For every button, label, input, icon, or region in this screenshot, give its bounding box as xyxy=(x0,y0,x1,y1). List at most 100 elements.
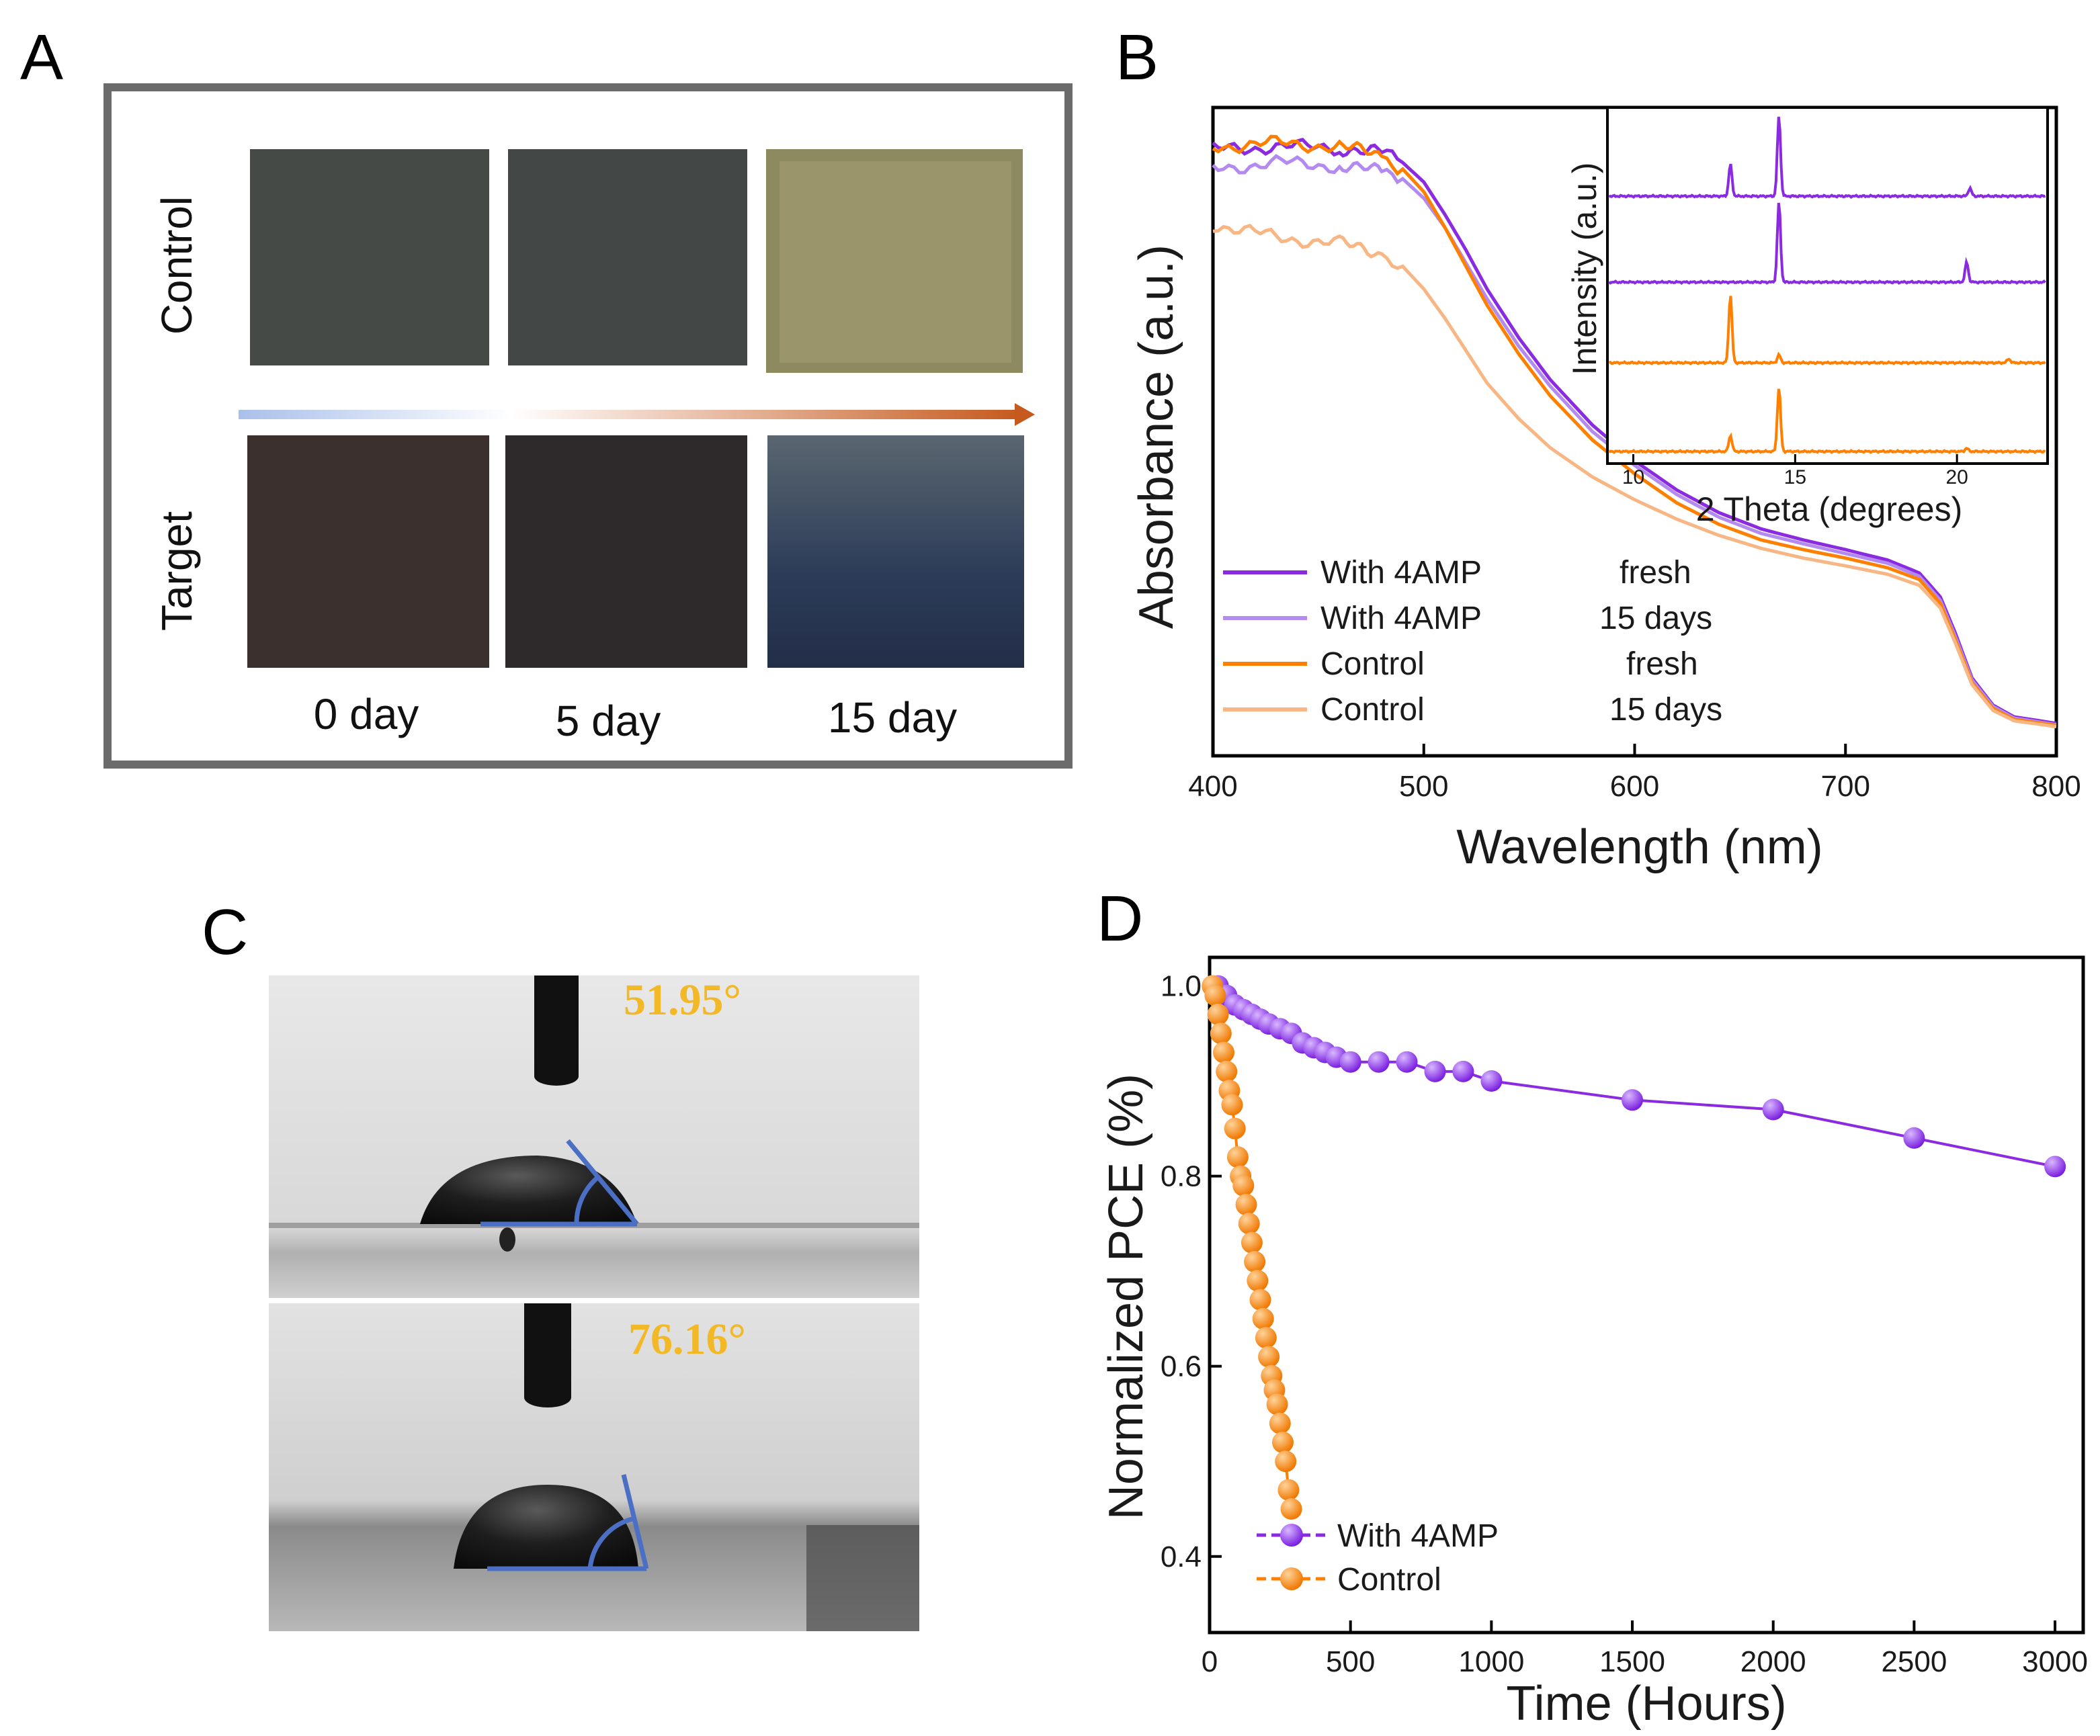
panel-c-letter: C xyxy=(202,896,248,968)
pce-point-1 xyxy=(1247,1270,1269,1292)
pce-point-1 xyxy=(1249,1289,1271,1311)
abs-x-tick-label: 800 xyxy=(2031,770,2081,803)
xrd-x-label: 2 Theta (degrees) xyxy=(1696,490,1963,528)
pce-point-1 xyxy=(1252,1307,1274,1330)
target-sample-0-day xyxy=(247,435,489,668)
abs-x-tick-label: 600 xyxy=(1610,770,1659,803)
pce-point-1 xyxy=(1275,1450,1297,1473)
control-sample-0-day xyxy=(250,149,489,365)
pce-legend: With 4AMP Control xyxy=(1257,1518,1499,1598)
pce-point-0 xyxy=(1762,1098,1784,1121)
panel-a-frame xyxy=(103,83,1073,769)
pce-point-0 xyxy=(1339,1051,1361,1073)
pce-x-tick-label: 1000 xyxy=(1458,1645,1524,1678)
pce-point-1 xyxy=(1272,1431,1294,1453)
pce-point-1 xyxy=(1244,1251,1266,1272)
xrd-x-tick-label: 10 xyxy=(1622,466,1644,488)
droplet-bottom xyxy=(454,1485,638,1569)
legend-label-0: With 4AMP xyxy=(1320,555,1482,591)
xrd-pattern-3 xyxy=(1608,388,2046,454)
pce-x-tick-label: 1500 xyxy=(1599,1645,1665,1678)
legend-marker-control xyxy=(1280,1567,1303,1590)
pce-x-tick-label: 0 xyxy=(1202,1645,1218,1678)
pce-point-0 xyxy=(1424,1060,1446,1082)
time-arrow xyxy=(239,403,1035,426)
absorbance-legend: With 4AMP With 4AMP Control Control fres… xyxy=(1223,555,1722,728)
pce-point-1 xyxy=(1269,1412,1291,1434)
pce-point-1 xyxy=(1210,1023,1232,1045)
absorbance-series-1 xyxy=(1212,154,2057,727)
xrd-x-tick-label: 15 xyxy=(1784,466,1806,488)
pce-point-1 xyxy=(1213,1041,1234,1064)
pce-x-tick-label: 2000 xyxy=(1740,1645,1806,1678)
absorbance-series-2 xyxy=(1212,134,2057,728)
pce-point-1 xyxy=(1255,1327,1277,1349)
legend-label-1: With 4AMP xyxy=(1320,601,1482,636)
panel-a: A Control Target 0 day 5 day 15 day xyxy=(20,21,1073,769)
pce-line-0 xyxy=(1217,985,2056,1168)
pce-point-1 xyxy=(1235,1194,1257,1215)
pce-point-0 xyxy=(1396,1051,1418,1073)
day-label-15: 15 day xyxy=(828,693,957,742)
xrd-patterns xyxy=(1608,116,2046,454)
legend-state-1: 15 days xyxy=(1599,601,1712,636)
control-15-day-degradation xyxy=(780,161,1011,363)
row-label-target: Target xyxy=(153,511,201,631)
absorbance-series-0 xyxy=(1212,138,2057,726)
legend-marker-with4amp xyxy=(1280,1524,1303,1547)
contact-angle-bottom: 76.16° xyxy=(628,1315,746,1364)
pce-point-1 xyxy=(1226,1146,1249,1168)
pce-x-label: Time (Hours) xyxy=(1506,1677,1786,1731)
contact-angle-photo-top xyxy=(269,975,919,1298)
pce-point-0 xyxy=(1368,1051,1390,1073)
pce-y-tick-label: 0.4 xyxy=(1161,1540,1202,1573)
droplet-top xyxy=(420,1156,637,1224)
xrd-inset: 10 15 20 2 Theta (degrees) Intensity (a.u.… xyxy=(1566,106,2049,528)
pce-point-1 xyxy=(1241,1231,1263,1254)
panel-d-letter: D xyxy=(1097,883,1143,955)
xrd-inset-frame xyxy=(1606,106,2049,465)
pce-y-tick-label: 0.6 xyxy=(1161,1350,1202,1383)
pce-point-1 xyxy=(1266,1393,1288,1416)
pce-point-1 xyxy=(1221,1094,1243,1116)
pce-plot-frame xyxy=(1208,955,2085,1635)
legend-state-3: 15 days xyxy=(1609,692,1722,728)
xrd-x-ticks: 10 15 20 xyxy=(1622,454,1968,488)
panel-b-letter: B xyxy=(1116,21,1159,93)
xrd-pattern-0 xyxy=(1608,116,2046,199)
pce-point-1 xyxy=(1238,1213,1260,1235)
day-label-5: 5 day xyxy=(556,697,661,745)
pce-point-0 xyxy=(1480,1070,1503,1092)
pce-legend-label-0: With 4AMP xyxy=(1337,1518,1499,1554)
absorbance-y-label: Absorbance (a.u.) xyxy=(1130,245,1183,629)
absorbance-x-label: Wavelength (nm) xyxy=(1456,820,1823,874)
pce-point-1 xyxy=(1258,1346,1280,1368)
pce-x-tick-label: 3000 xyxy=(2022,1645,2088,1678)
pce-y-label: Normalized PCE (%) xyxy=(1099,1074,1153,1520)
pce-point-1 xyxy=(1224,1117,1246,1139)
xrd-x-tick-label: 20 xyxy=(1945,466,1968,488)
pce-x-tick-label: 500 xyxy=(1326,1645,1375,1678)
pce-point-1 xyxy=(1277,1479,1300,1501)
pce-point-0 xyxy=(1452,1060,1474,1082)
abs-x-tick-label: 700 xyxy=(1821,770,1870,803)
pce-point-1 xyxy=(1204,984,1226,1006)
pce-point-1 xyxy=(1207,1003,1229,1025)
legend-state-2: fresh xyxy=(1626,646,1698,682)
pce-point-0 xyxy=(1903,1127,1925,1149)
pce-legend-label-1: Control xyxy=(1337,1562,1441,1598)
pce-point-0 xyxy=(2044,1156,2066,1178)
pce-x-tick-label: 2500 xyxy=(1881,1645,1947,1678)
absorbance-series-3 xyxy=(1212,224,2057,729)
legend-label-3: Control xyxy=(1320,692,1425,728)
contact-angle-top: 51.95° xyxy=(624,975,741,1025)
legend-label-2: Control xyxy=(1320,646,1425,682)
pce-y-tick-label: 0.8 xyxy=(1161,1160,1202,1193)
xrd-pattern-2 xyxy=(1608,296,2046,366)
panel-c: C 51.95° 76.16° xyxy=(202,896,919,1631)
pce-point-1 xyxy=(1232,1174,1255,1197)
pce-point-0 xyxy=(1622,1089,1643,1111)
angle-marker-top xyxy=(480,1139,639,1227)
pce-point-1 xyxy=(1280,1498,1302,1520)
abs-x-tick-label: 500 xyxy=(1399,770,1448,803)
